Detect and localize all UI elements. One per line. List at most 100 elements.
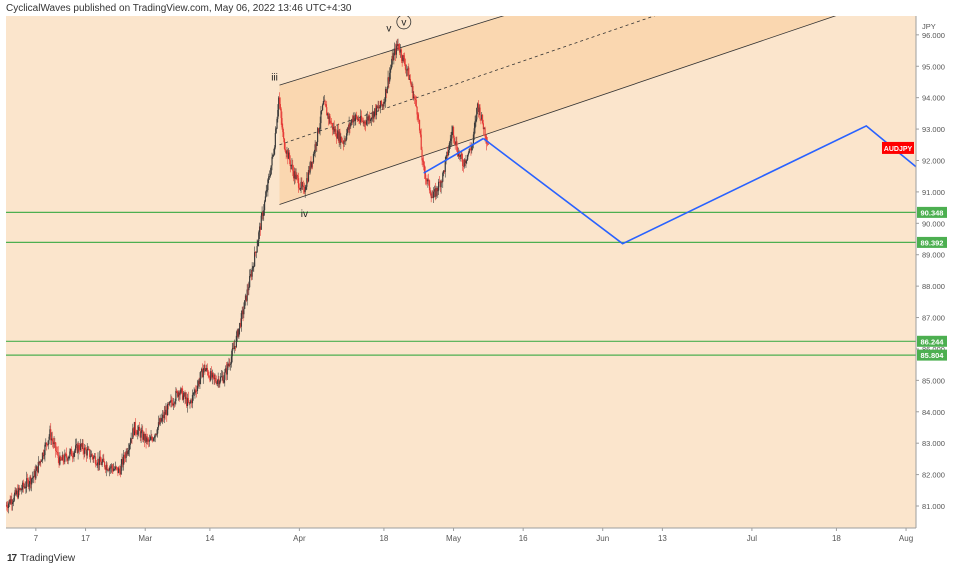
candle-body (40, 461, 42, 462)
candle-body (192, 392, 194, 395)
candle-body (177, 392, 179, 397)
candle-body (31, 478, 33, 485)
candle-body (480, 118, 482, 120)
candle-body (46, 442, 48, 445)
candle-body (180, 388, 182, 393)
candle-body (136, 433, 138, 435)
candle-body (123, 454, 125, 465)
candle-body (173, 403, 175, 405)
candle-body (263, 201, 266, 211)
candle-body (13, 494, 15, 501)
candle-body (469, 148, 471, 150)
candle-body (205, 368, 208, 371)
candle-body (33, 471, 35, 477)
candle-body (437, 190, 439, 192)
candle-body (176, 391, 179, 397)
candle-body (268, 176, 271, 177)
candle-body (61, 455, 63, 461)
candle-body (213, 374, 215, 379)
candle-body (127, 451, 129, 454)
candle-body (445, 156, 447, 162)
candle-body (244, 295, 247, 301)
candle-body (19, 488, 21, 491)
projection-back-line (423, 137, 484, 174)
candle-body (338, 131, 340, 141)
candle-body (286, 150, 288, 154)
candle-body (484, 127, 486, 137)
candle-body (281, 118, 283, 128)
candle-body (218, 378, 220, 385)
candle-body (102, 458, 104, 462)
candle-body (298, 187, 300, 190)
candle-body (265, 190, 267, 197)
channel-lower-line (279, 16, 837, 205)
candle-body (171, 399, 173, 403)
candle-body (156, 433, 158, 435)
candle-body (403, 55, 405, 58)
candle-body (79, 449, 81, 451)
x-tick-label: 16 (519, 534, 528, 543)
candle-body (410, 82, 412, 87)
candle-body (162, 414, 165, 419)
candle-body (380, 100, 383, 106)
candle-body (303, 187, 305, 193)
candle-body (183, 393, 185, 396)
candle-body (140, 431, 142, 438)
candle-body (249, 274, 252, 277)
candle-body (28, 483, 30, 487)
candle-body (297, 178, 300, 188)
candle-body (92, 456, 94, 459)
candle-body (94, 456, 97, 465)
candle-body (292, 164, 294, 171)
y-tick-label: 83.000 (922, 439, 945, 448)
candle-body (279, 104, 281, 109)
candle-body (228, 363, 230, 366)
candle-body (321, 104, 324, 111)
candle-body (123, 454, 126, 458)
x-tick-label: 14 (205, 534, 214, 543)
candle-body (77, 445, 79, 453)
candle-body (75, 445, 77, 451)
candle-body (342, 141, 344, 145)
candle-body (409, 78, 412, 83)
candle-body (62, 455, 64, 461)
candle-body (74, 450, 76, 453)
candle-body (95, 464, 97, 466)
candle-body (34, 471, 36, 479)
candle-body (390, 64, 392, 69)
candle-body (335, 129, 337, 137)
candle-body (360, 115, 362, 122)
candle-body (147, 437, 149, 440)
candle-body (199, 378, 201, 384)
candle-body (259, 226, 262, 230)
candle-body (142, 433, 145, 440)
candle-body (130, 438, 132, 443)
candle-body (397, 43, 399, 47)
candle-body (274, 133, 276, 148)
candle-body (300, 181, 302, 189)
candle-body (96, 464, 98, 466)
x-tick-label: Apr (293, 534, 306, 543)
candle-body (438, 181, 440, 191)
candle-body (56, 452, 58, 453)
candle-body (142, 430, 144, 440)
candle-body (143, 433, 146, 441)
candle-body (458, 151, 460, 157)
candle-body (166, 409, 168, 416)
candle-body (421, 149, 423, 161)
candle-body (193, 392, 195, 394)
candle-body (84, 447, 87, 450)
candle-body (175, 390, 177, 401)
candle-body (250, 274, 252, 277)
candle-body (326, 107, 328, 116)
candle-body (423, 165, 426, 173)
candle-body (451, 131, 453, 139)
candle-body (318, 128, 320, 133)
candle-body (90, 454, 92, 457)
candle-body (225, 368, 228, 375)
candle-body (196, 385, 199, 392)
candle-body (370, 117, 373, 120)
candle-body (333, 127, 335, 132)
candle-body (415, 99, 417, 107)
